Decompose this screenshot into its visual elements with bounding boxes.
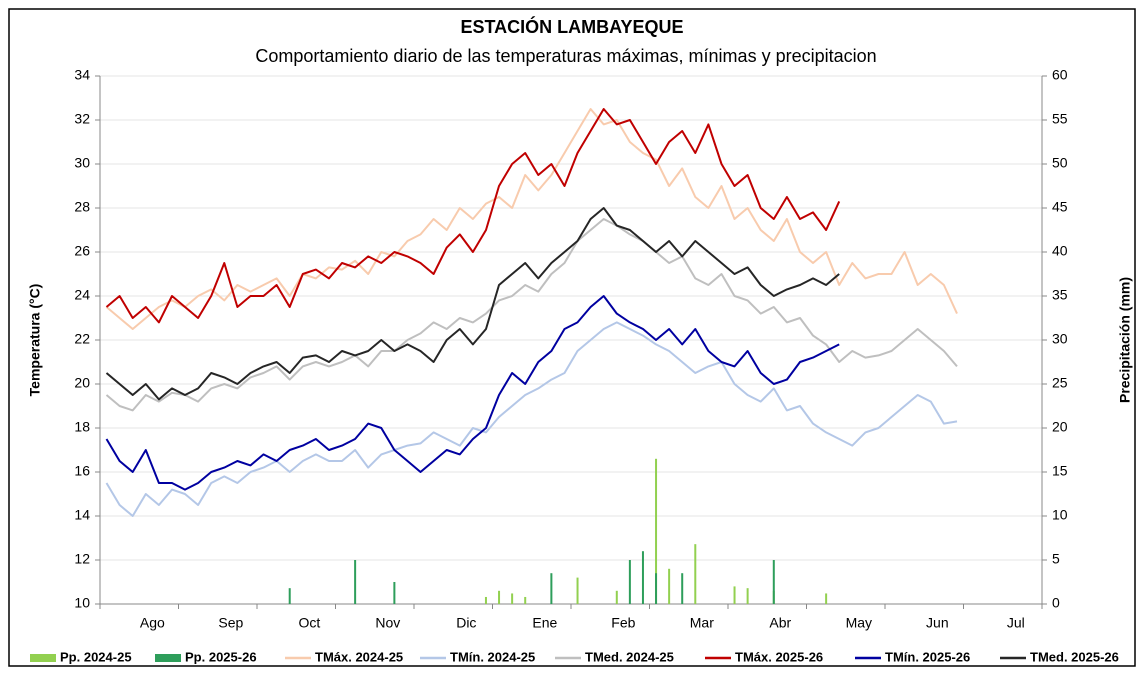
y2-tick-label: 30 bbox=[1052, 331, 1068, 347]
precip-bar bbox=[668, 568, 671, 604]
precip-bar bbox=[484, 596, 487, 604]
chart-border bbox=[8, 8, 1136, 667]
precip-bar bbox=[681, 573, 684, 604]
precip-bar bbox=[288, 588, 291, 604]
precip-bar bbox=[393, 582, 396, 604]
x-tick-label: Sep bbox=[218, 615, 243, 631]
y-tick-label: 14 bbox=[74, 507, 90, 523]
legend-label: Pp. 2025-26 bbox=[185, 649, 257, 664]
precip-bar bbox=[354, 560, 357, 604]
precip-bar bbox=[498, 590, 501, 604]
legend-label: TMáx. 2025-26 bbox=[735, 649, 823, 664]
x-tick-label: May bbox=[846, 615, 872, 631]
legend-label: TMín. 2024-25 bbox=[450, 649, 535, 664]
precip-bar bbox=[694, 544, 697, 604]
y2-tick-label: 15 bbox=[1052, 463, 1068, 479]
temp-line bbox=[105, 108, 958, 330]
y-tick-label: 26 bbox=[74, 243, 90, 259]
temp-line bbox=[105, 218, 958, 412]
y2-axis-title: Precipitación (mm) bbox=[1117, 277, 1133, 403]
y-tick-label: 22 bbox=[74, 331, 90, 347]
x-tick-label: Jun bbox=[926, 615, 949, 631]
chart-subtitle: Comportamiento diario de las temperatura… bbox=[255, 46, 876, 66]
legend-swatch bbox=[155, 654, 181, 662]
y-tick-label: 10 bbox=[74, 595, 90, 611]
x-tick-label: Dic bbox=[456, 615, 476, 631]
precip-bar bbox=[655, 458, 658, 604]
y2-tick-label: 0 bbox=[1052, 595, 1060, 611]
temp-line bbox=[105, 207, 840, 401]
y-tick-label: 30 bbox=[74, 155, 90, 171]
y-tick-label: 20 bbox=[74, 375, 90, 391]
y2-tick-label: 5 bbox=[1052, 551, 1060, 567]
precip-bar bbox=[511, 593, 514, 604]
y2-tick-label: 55 bbox=[1052, 111, 1068, 127]
y2-tick-label: 60 bbox=[1052, 67, 1068, 83]
x-tick-label: Nov bbox=[375, 615, 400, 631]
precip-bar bbox=[772, 560, 775, 604]
precip-bar bbox=[615, 590, 618, 604]
y-tick-label: 12 bbox=[74, 551, 90, 567]
x-tick-label: Ene bbox=[532, 615, 557, 631]
precip-bar bbox=[628, 560, 631, 604]
legend-label: TMáx. 2024-25 bbox=[315, 649, 403, 664]
temp-line bbox=[105, 321, 958, 517]
y2-tick-label: 25 bbox=[1052, 375, 1068, 391]
precip-bar bbox=[576, 577, 579, 604]
x-tick-label: Abr bbox=[769, 615, 791, 631]
precip-bar bbox=[655, 573, 658, 604]
x-tick-label: Ago bbox=[140, 615, 165, 631]
y-tick-label: 34 bbox=[74, 67, 90, 83]
legend-swatch bbox=[30, 654, 56, 662]
precip-bar bbox=[825, 593, 828, 604]
y-tick-label: 16 bbox=[74, 463, 90, 479]
precip-bar bbox=[746, 588, 749, 604]
precip-bar bbox=[641, 551, 644, 604]
y2-tick-label: 35 bbox=[1052, 287, 1068, 303]
y2-tick-label: 20 bbox=[1052, 419, 1068, 435]
temp-line bbox=[105, 108, 841, 324]
y-tick-label: 32 bbox=[74, 111, 90, 127]
y-tick-label: 24 bbox=[74, 287, 90, 303]
legend-label: TMed. 2024-25 bbox=[585, 649, 674, 664]
y2-tick-label: 45 bbox=[1052, 199, 1068, 215]
y2-tick-label: 40 bbox=[1052, 243, 1068, 259]
y2-tick-label: 50 bbox=[1052, 155, 1068, 171]
temp-line bbox=[105, 295, 840, 491]
y-axis-title: Temperatura (°C) bbox=[27, 284, 43, 397]
y2-tick-label: 10 bbox=[1052, 507, 1068, 523]
precip-bar bbox=[733, 586, 736, 604]
x-tick-label: Jul bbox=[1007, 615, 1025, 631]
chart-title: ESTACIÓN LAMBAYEQUE bbox=[460, 16, 683, 37]
x-tick-label: Mar bbox=[690, 615, 714, 631]
legend-label: Pp. 2024-25 bbox=[60, 649, 132, 664]
y-tick-label: 28 bbox=[74, 199, 90, 215]
precip-bar bbox=[524, 596, 527, 604]
y-tick-label: 18 bbox=[74, 419, 90, 435]
legend-label: TMed. 2025-26 bbox=[1030, 649, 1119, 664]
x-tick-label: Feb bbox=[611, 615, 635, 631]
x-tick-label: Oct bbox=[298, 615, 320, 631]
precip-bar bbox=[550, 573, 553, 604]
legend-label: TMín. 2025-26 bbox=[885, 649, 970, 664]
